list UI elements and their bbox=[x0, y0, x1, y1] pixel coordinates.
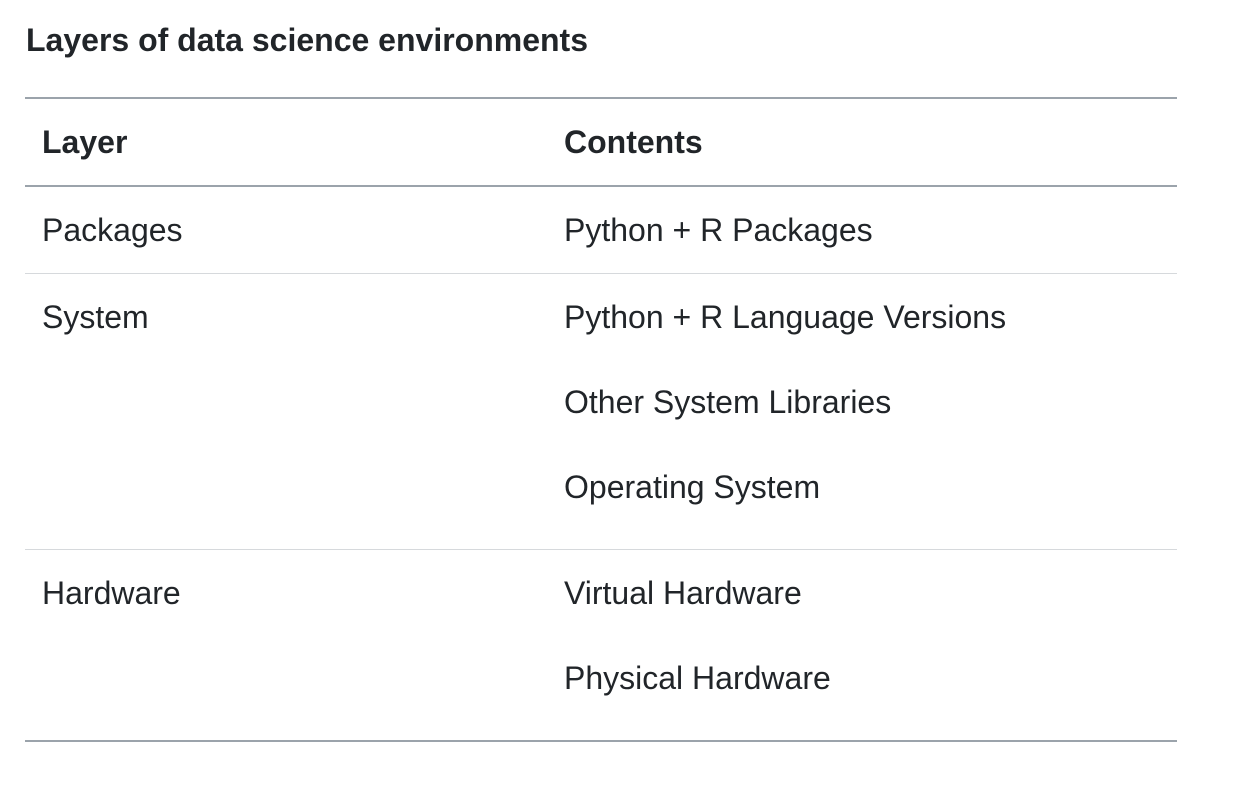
content-item: Python + R Language Versions bbox=[564, 299, 1007, 335]
table-row: System Python + R Language Versions Othe… bbox=[25, 274, 1177, 550]
layer-cell: System bbox=[42, 299, 149, 335]
content-item: Python + R Packages bbox=[564, 212, 873, 248]
table-row: Packages Python + R Packages bbox=[25, 187, 1177, 274]
table-caption: Layers of data science environments bbox=[26, 22, 588, 58]
layer-cell: Packages bbox=[42, 212, 183, 248]
table-row: Hardware Virtual Hardware Physical Hardw… bbox=[25, 550, 1177, 740]
content-item: Virtual Hardware bbox=[564, 575, 802, 611]
column-header-contents: Contents bbox=[564, 124, 703, 160]
contents-cell: Python + R Language Versions Other Syste… bbox=[564, 297, 1177, 507]
content-item: Physical Hardware bbox=[564, 660, 831, 696]
contents-cell: Virtual Hardware Physical Hardware bbox=[564, 573, 1177, 698]
content-item: Operating System bbox=[564, 469, 821, 505]
layer-cell: Hardware bbox=[42, 575, 181, 611]
table-header-row: Layer Contents bbox=[25, 99, 1177, 187]
layers-table: Layer Contents Packages Python + R Packa… bbox=[25, 97, 1177, 742]
contents-cell: Python + R Packages bbox=[564, 210, 1177, 250]
column-header-layer: Layer bbox=[42, 124, 128, 160]
content-item: Other System Libraries bbox=[564, 384, 892, 420]
